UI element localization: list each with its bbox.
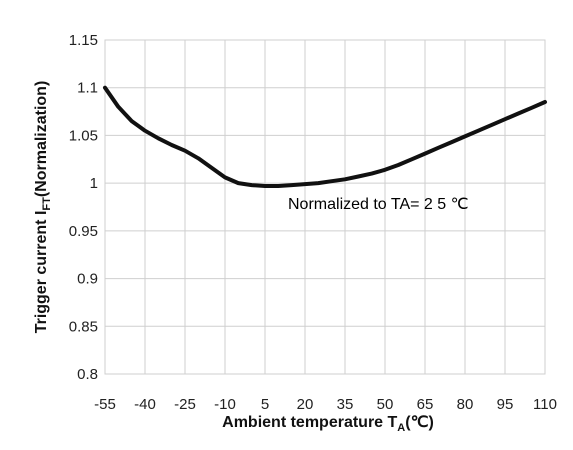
x-tick-label: -40 — [134, 396, 156, 413]
x-tick-label: -25 — [174, 396, 196, 413]
x-tick-label: 80 — [457, 396, 474, 413]
series-line — [103, 85, 547, 188]
x-tick-label: 50 — [377, 396, 394, 413]
x-tick-label: 65 — [417, 396, 434, 413]
y-tick-label: 1.15 — [69, 32, 98, 49]
y-tick-label: 0.85 — [69, 318, 98, 335]
x-tick-label: 110 — [533, 396, 557, 413]
x-axis-ticks: -55 -40 -25 -10 5 20 35 50 65 80 95 110 — [94, 396, 557, 413]
x-tick-label: -10 — [214, 396, 236, 413]
x-tick-label: 5 — [261, 396, 269, 413]
y-tick-label: 0.8 — [77, 366, 98, 383]
y-axis-label: Trigger current IFT(Normalization) — [33, 81, 53, 334]
x-axis-label: Ambient temperature TA(℃) — [222, 414, 434, 434]
y-tick-label: 0.95 — [69, 223, 98, 240]
chart-annotation: Normalized to TA= 2 5 ℃ — [288, 196, 469, 213]
x-tick-label: -55 — [94, 396, 116, 413]
y-tick-label: 0.9 — [77, 271, 98, 288]
y-tick-label: 1 — [90, 175, 98, 192]
y-tick-label: 1.1 — [77, 80, 98, 97]
plot-frame — [104, 39, 546, 375]
x-tick-label: 95 — [497, 396, 514, 413]
y-axis-ticks: 0.8 0.85 0.9 0.95 1 1.05 1.1 1.15 — [69, 32, 98, 383]
y-tick-label: 1.05 — [69, 127, 98, 144]
x-tick-label: 35 — [337, 396, 354, 413]
x-tick-label: 20 — [297, 396, 314, 413]
